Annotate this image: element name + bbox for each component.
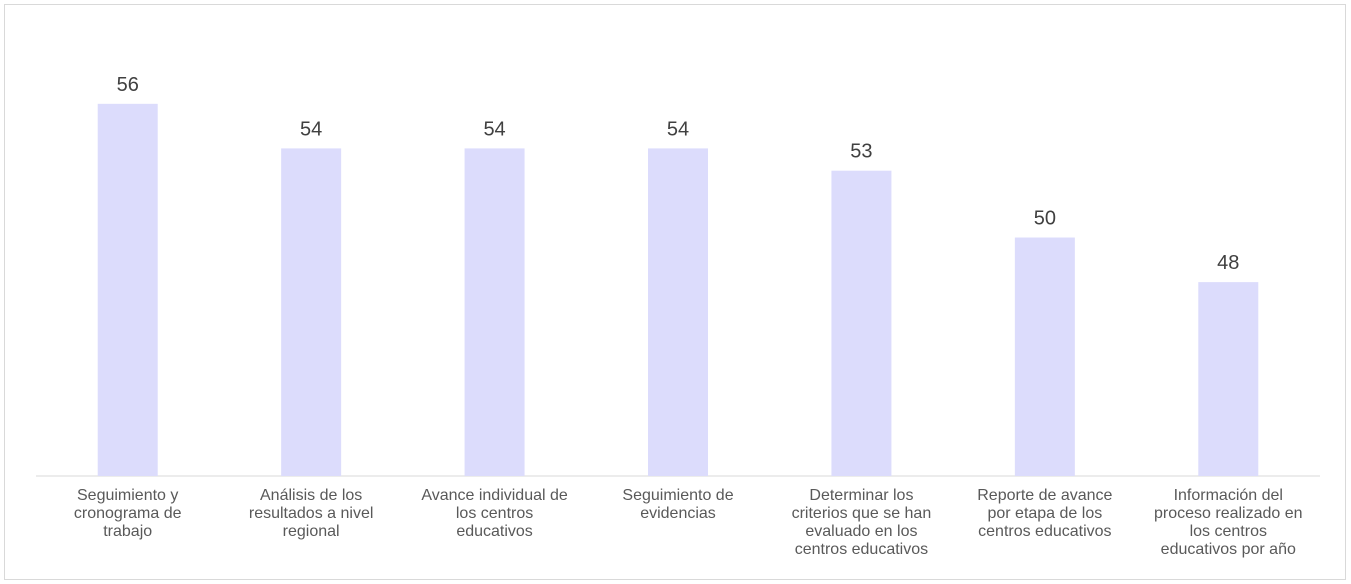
bar-data-label: 53 xyxy=(850,141,872,163)
x-tick-label-line: trabajo xyxy=(103,523,153,540)
x-tick-label-line: criterios que se han xyxy=(791,505,932,522)
x-tick-label: Reporte de avance por etapa de los centros… xyxy=(957,487,1133,541)
x-tick-label-line: los centros xyxy=(455,505,534,522)
x-tick-label-line: proceso realizado en xyxy=(1154,505,1303,522)
x-tick-label: Determinar los criterios que se han evalua… xyxy=(773,487,949,559)
bar-data-label: 56 xyxy=(117,74,139,96)
x-tick-label-line: Avance individual de xyxy=(421,487,568,504)
x-tick-label-line: evaluado en los xyxy=(805,523,918,540)
x-tick-label-line: Seguimiento de xyxy=(622,487,734,504)
bar xyxy=(464,148,525,476)
x-tick-label-line: Análisis de los xyxy=(260,487,363,504)
x-tick-label: Seguimiento y cronograma de trabajo xyxy=(40,487,216,541)
x-tick-label: Análisis de los resultados a nivel regiona… xyxy=(223,487,399,541)
bar-data-label: 54 xyxy=(300,118,322,140)
bar xyxy=(1198,282,1259,476)
bar-data-label: 50 xyxy=(1034,208,1056,230)
x-tick-label-line: Información del xyxy=(1173,487,1283,504)
x-tick-label: Avance individual de los centros educativo… xyxy=(407,487,583,541)
x-tick-label-line: evidencias xyxy=(640,505,716,522)
x-tick-label-line: educativos por año xyxy=(1160,541,1296,558)
x-tick-label-line: educativos xyxy=(456,523,533,540)
x-tick-label-line: regional xyxy=(282,523,340,540)
bar-data-label: 48 xyxy=(1217,252,1239,274)
x-tick-label: Información del proceso realizado en los c… xyxy=(1140,487,1316,559)
bar xyxy=(97,103,158,476)
x-tick-label: Seguimiento de evidencias xyxy=(590,487,766,523)
bar xyxy=(281,148,342,476)
x-tick-label-line: Determinar los xyxy=(809,487,914,504)
x-tick-label-line: Reporte de avance xyxy=(977,487,1113,504)
bar-data-label: 54 xyxy=(667,118,689,140)
bar xyxy=(831,170,892,476)
x-tick-label-line: cronograma de xyxy=(73,505,182,522)
bar xyxy=(648,148,708,476)
x-tick-label-line: los centros xyxy=(1189,523,1267,540)
bar-data-label: 54 xyxy=(483,118,505,140)
x-tick-label-line: por etapa de los xyxy=(987,505,1103,522)
x-tick-label-line: Seguimiento y xyxy=(77,487,179,504)
x-tick-label-line: resultados a nivel xyxy=(248,505,374,522)
bar xyxy=(1014,237,1075,476)
x-tick-label-line: centros educativos xyxy=(794,541,929,558)
x-tick-label-line: centros educativos xyxy=(978,523,1112,540)
